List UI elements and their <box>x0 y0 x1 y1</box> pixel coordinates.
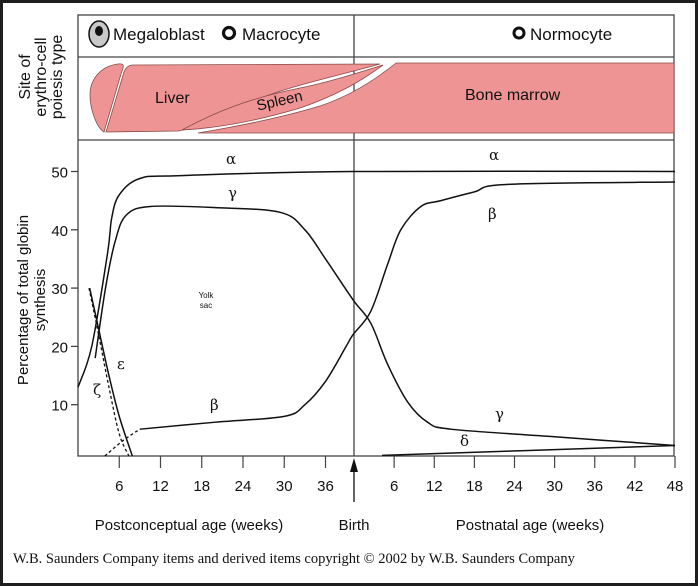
legend-megaloblast: Megaloblast <box>113 25 205 44</box>
x-tick-label-postnatal: 42 <box>627 478 644 495</box>
y-tick-label: 40 <box>51 223 68 240</box>
x-axis-label-birth: Birth <box>339 517 370 534</box>
svg-text:synthesis: synthesis <box>32 269 49 332</box>
x-tick-label-postnatal: 12 <box>426 478 443 495</box>
x-tick-label-postnatal: 6 <box>390 478 398 495</box>
curves <box>77 170 676 457</box>
curve-δ <box>382 444 676 457</box>
x-tick-label-postnatal: 24 <box>506 478 523 495</box>
site-liver-label: Liver <box>155 90 190 107</box>
normocyte-icon <box>512 26 526 40</box>
y-tick-label: 30 <box>51 281 68 298</box>
y-tick-label: 10 <box>51 398 68 415</box>
label-alpha-postnatal: α <box>489 146 499 164</box>
x-axis: 6 12 18 24 30 36 6 12 18 24 30 36 42 48 <box>115 456 683 495</box>
legend-macrocyte: Macrocyte <box>242 25 320 44</box>
copyright-notice: W.B. Saunders Company items and derived … <box>13 551 576 567</box>
macrocyte-icon <box>221 25 237 41</box>
svg-text:Percentage of total globin: Percentage of total globin <box>15 215 32 385</box>
label-gamma-prenatal: γ <box>228 184 237 202</box>
label-delta: δ <box>460 432 469 450</box>
curve-α <box>77 170 676 388</box>
curve-β <box>139 181 676 430</box>
yolk-sac-site <box>89 63 124 133</box>
plot-frame <box>77 14 675 457</box>
x-tick-label-postnatal: 18 <box>466 478 483 495</box>
x-tick-label-prenatal: 12 <box>152 478 169 495</box>
label-alpha-prenatal: α <box>226 150 236 168</box>
bone-marrow-site <box>197 62 675 134</box>
x-tick-label-postnatal: 30 <box>546 478 563 495</box>
label-gamma-postnatal: γ <box>495 405 504 423</box>
svg-text:Site of: Site of <box>17 54 34 100</box>
megaloblast-icon <box>88 20 110 48</box>
curve-ε <box>88 287 134 457</box>
x-axis-label-postconceptual: Postconceptual age (weeks) <box>95 517 283 534</box>
label-yolk-sac-line2: sac <box>200 301 212 310</box>
x-tick-label-prenatal: 30 <box>276 478 293 495</box>
spleen-site <box>181 64 384 131</box>
y-tick-label: 20 <box>51 339 68 356</box>
y-tick-label: 50 <box>51 165 68 182</box>
svg-text:erythro-cell: erythro-cell <box>33 37 50 116</box>
curve-β-early <box>104 428 141 457</box>
x-tick-label-prenatal: 24 <box>235 478 252 495</box>
label-epsilon: ε <box>117 355 125 373</box>
label-beta-prenatal: β <box>210 396 219 414</box>
label-zeta: ζ <box>93 381 101 399</box>
y-axis-label: Percentage of total globin synthesis <box>15 215 49 385</box>
x-tick-label-prenatal: 18 <box>193 478 210 495</box>
legend-normocyte: Normocyte <box>530 25 612 44</box>
label-yolk-sac-line1: Yolk <box>199 291 215 300</box>
x-tick-label-prenatal: 36 <box>317 478 334 495</box>
x-tick-label-prenatal: 6 <box>115 478 123 495</box>
x-tick-label-postnatal: 36 <box>586 478 603 495</box>
birth-arrow-icon <box>350 458 358 502</box>
curve-ζ <box>88 287 130 457</box>
x-axis-label-postnatal: Postnatal age (weeks) <box>456 517 604 534</box>
x-tick-label-postnatal: 48 <box>667 478 684 495</box>
site-axis-label: Site of erythro-cell poiesis type <box>17 35 66 120</box>
curve-γ <box>94 205 676 447</box>
svg-text:poiesis type: poiesis type <box>49 35 66 120</box>
site-bone-marrow-label: Bone marrow <box>465 87 561 104</box>
y-axis: 10 20 30 40 50 <box>51 165 78 415</box>
label-beta-postnatal: β <box>488 205 497 223</box>
